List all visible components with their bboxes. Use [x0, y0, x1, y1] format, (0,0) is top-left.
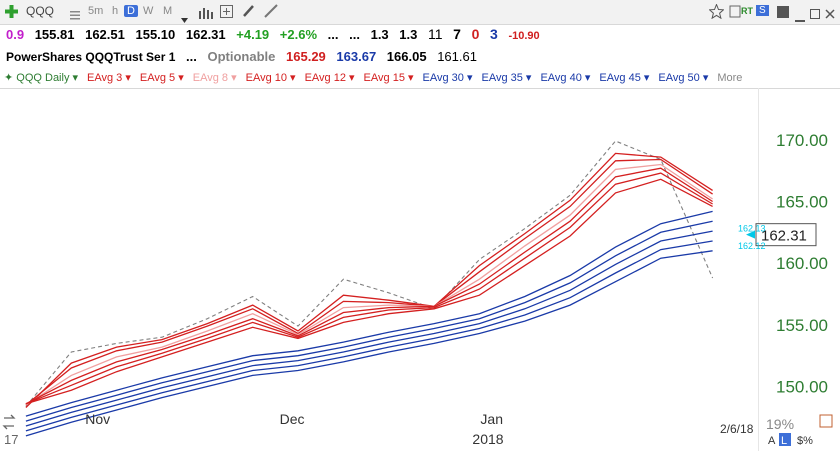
optionable-label: Optionable — [207, 49, 276, 64]
y-tick-label-1: 155.00 — [776, 316, 828, 335]
timeframe-5m-button[interactable]: 5m — [88, 5, 104, 17]
security-name: PowerShares QQQTrust Ser 1 — [6, 50, 176, 64]
change-pct-value: +2.6% — [279, 27, 318, 42]
x-tick-label-1: Dec — [280, 411, 305, 427]
low-value: 155.10 — [135, 27, 176, 42]
series-line-5 — [25, 172, 713, 405]
scale-button-1[interactable]: L — [781, 435, 787, 447]
legend-item-7[interactable]: EAvg 30 ▾ — [422, 72, 473, 84]
refresh-arrows-icon[interactable] — [2, 414, 16, 430]
y-tick-label-0: 150.00 — [776, 378, 828, 397]
series-line-2 — [25, 158, 713, 406]
minimize-icon[interactable] — [795, 9, 805, 27]
dots-2: ... — [349, 27, 360, 42]
x-tick-label-2: Jan — [480, 411, 503, 427]
count-3: 0 — [471, 26, 480, 42]
zoom-label: 19% — [766, 416, 794, 432]
draw-pencil-icon[interactable] — [242, 4, 255, 23]
change-prefix: 0.9 — [6, 27, 25, 42]
legend-item-0[interactable]: ✦ QQQ Daily ▾ — [4, 72, 79, 84]
marker-label-0: 162.13 — [738, 224, 766, 234]
high-value: 162.51 — [85, 27, 125, 42]
count-2: 7 — [453, 26, 461, 42]
series-line-6 — [25, 178, 713, 405]
close-value: 162.31 — [185, 27, 226, 42]
y-tick-label-2: 160.00 — [776, 254, 828, 273]
series-line-1 — [25, 152, 713, 408]
legend-item-1[interactable]: EAvg 3 ▾ — [87, 72, 131, 84]
bars-icon[interactable] — [199, 6, 213, 24]
timeframe-h-button[interactable]: h — [112, 5, 119, 17]
maximize-icon[interactable] — [810, 6, 820, 24]
y-tick-label-3: 165.00 — [776, 192, 828, 211]
dots-1: ... — [327, 27, 339, 42]
current-price-pointer — [746, 230, 755, 239]
list-icon[interactable] — [70, 7, 80, 20]
legend-item-8[interactable]: EAvg 35 ▾ — [481, 72, 532, 84]
info-price-1: 165.29 — [286, 49, 326, 64]
indicator-legend: ✦ QQQ Daily ▾ EAvg 3 ▾ EAvg 5 ▾ EAvg 8 ▾ EAv… — [4, 71, 742, 87]
legend-item-11[interactable]: EAvg 50 ▾ — [658, 72, 709, 84]
info-price-3: 166.05 — [386, 49, 427, 64]
series-line-4 — [25, 167, 713, 405]
toolbar: QQQ 5m h D W M RT S — [0, 0, 840, 25]
price-chart[interactable]: 150.00 155.00 160.00 165.00 170.00 162.31162.… — [0, 88, 840, 451]
legend-item-9[interactable]: EAvg 40 ▾ — [540, 72, 591, 84]
legend-item-6[interactable]: EAvg 15 ▾ — [363, 72, 414, 84]
y-tick-label-4: 170.00 — [776, 131, 828, 150]
scale-button-2[interactable]: $% — [797, 435, 813, 447]
ruler-icon[interactable] — [264, 4, 278, 23]
legend-more-button[interactable]: More — [717, 72, 743, 84]
open-value: 155.81 — [34, 27, 75, 42]
s-badge[interactable]: S — [756, 5, 769, 16]
series-line-11 — [25, 250, 713, 437]
close-icon[interactable] — [825, 6, 835, 24]
date-label: 2/6/18 — [720, 422, 754, 436]
series-line-3 — [25, 163, 713, 406]
info-bar: PowerShares QQQTrust Ser 1 ... Optionabl… — [6, 49, 484, 67]
x-year-label: 2018 — [472, 431, 503, 447]
x-tick-label-0: Nov — [85, 411, 110, 427]
info-price-4: 161.61 — [437, 49, 477, 64]
negative-value: -10.90 — [508, 30, 540, 42]
series-line-9 — [25, 230, 713, 427]
alert-icon[interactable] — [729, 5, 741, 23]
timeframe-d-button[interactable]: D — [124, 5, 138, 17]
dropdown-caret-icon[interactable] — [181, 10, 188, 28]
marker-label-1: 162.12 — [738, 241, 766, 251]
crosshair-icon[interactable] — [819, 414, 833, 428]
timeframe-m-button[interactable]: M — [163, 5, 173, 17]
value-2: 1.3 — [399, 27, 418, 42]
current-price-label: 162.31 — [761, 228, 807, 245]
series-line-0 — [25, 140, 714, 407]
info-dots: ... — [186, 49, 197, 64]
change-value: +4.19 — [236, 27, 270, 42]
series-line-7 — [25, 210, 713, 417]
quote-bar: 0.9 155.81 162.51 155.10 162.31 +4.19 +2… — [6, 26, 547, 44]
add-indicator-icon[interactable] — [220, 5, 233, 23]
legend-item-2[interactable]: EAvg 5 ▾ — [139, 72, 184, 84]
count-4: 3 — [490, 26, 498, 42]
t-menu-icon[interactable] — [777, 5, 789, 23]
legend-item-4[interactable]: EAvg 10 ▾ — [245, 72, 296, 84]
legend-item-3[interactable]: EAvg 8 ▾ — [192, 72, 237, 84]
bottom-left-label: 17 — [4, 432, 18, 447]
info-price-2: 163.67 — [336, 49, 377, 64]
current-price-box — [755, 223, 817, 247]
legend-item-10[interactable]: EAvg 45 ▾ — [599, 72, 650, 84]
value-1: 1.3 — [370, 27, 389, 42]
star-icon[interactable] — [708, 3, 725, 24]
timeframe-w-button[interactable]: W — [143, 5, 154, 17]
add-icon[interactable] — [5, 5, 18, 18]
symbol-label[interactable]: QQQ — [26, 4, 55, 18]
rt-badge[interactable]: RT — [741, 6, 753, 16]
legend-item-5[interactable]: EAvg 12 ▾ — [304, 72, 355, 84]
scale-button-bg-1 — [779, 433, 791, 446]
series-line-10 — [25, 240, 713, 432]
series-line-8 — [25, 220, 713, 422]
count-1: 11 — [428, 26, 443, 42]
scale-button-0[interactable]: A — [768, 435, 776, 447]
